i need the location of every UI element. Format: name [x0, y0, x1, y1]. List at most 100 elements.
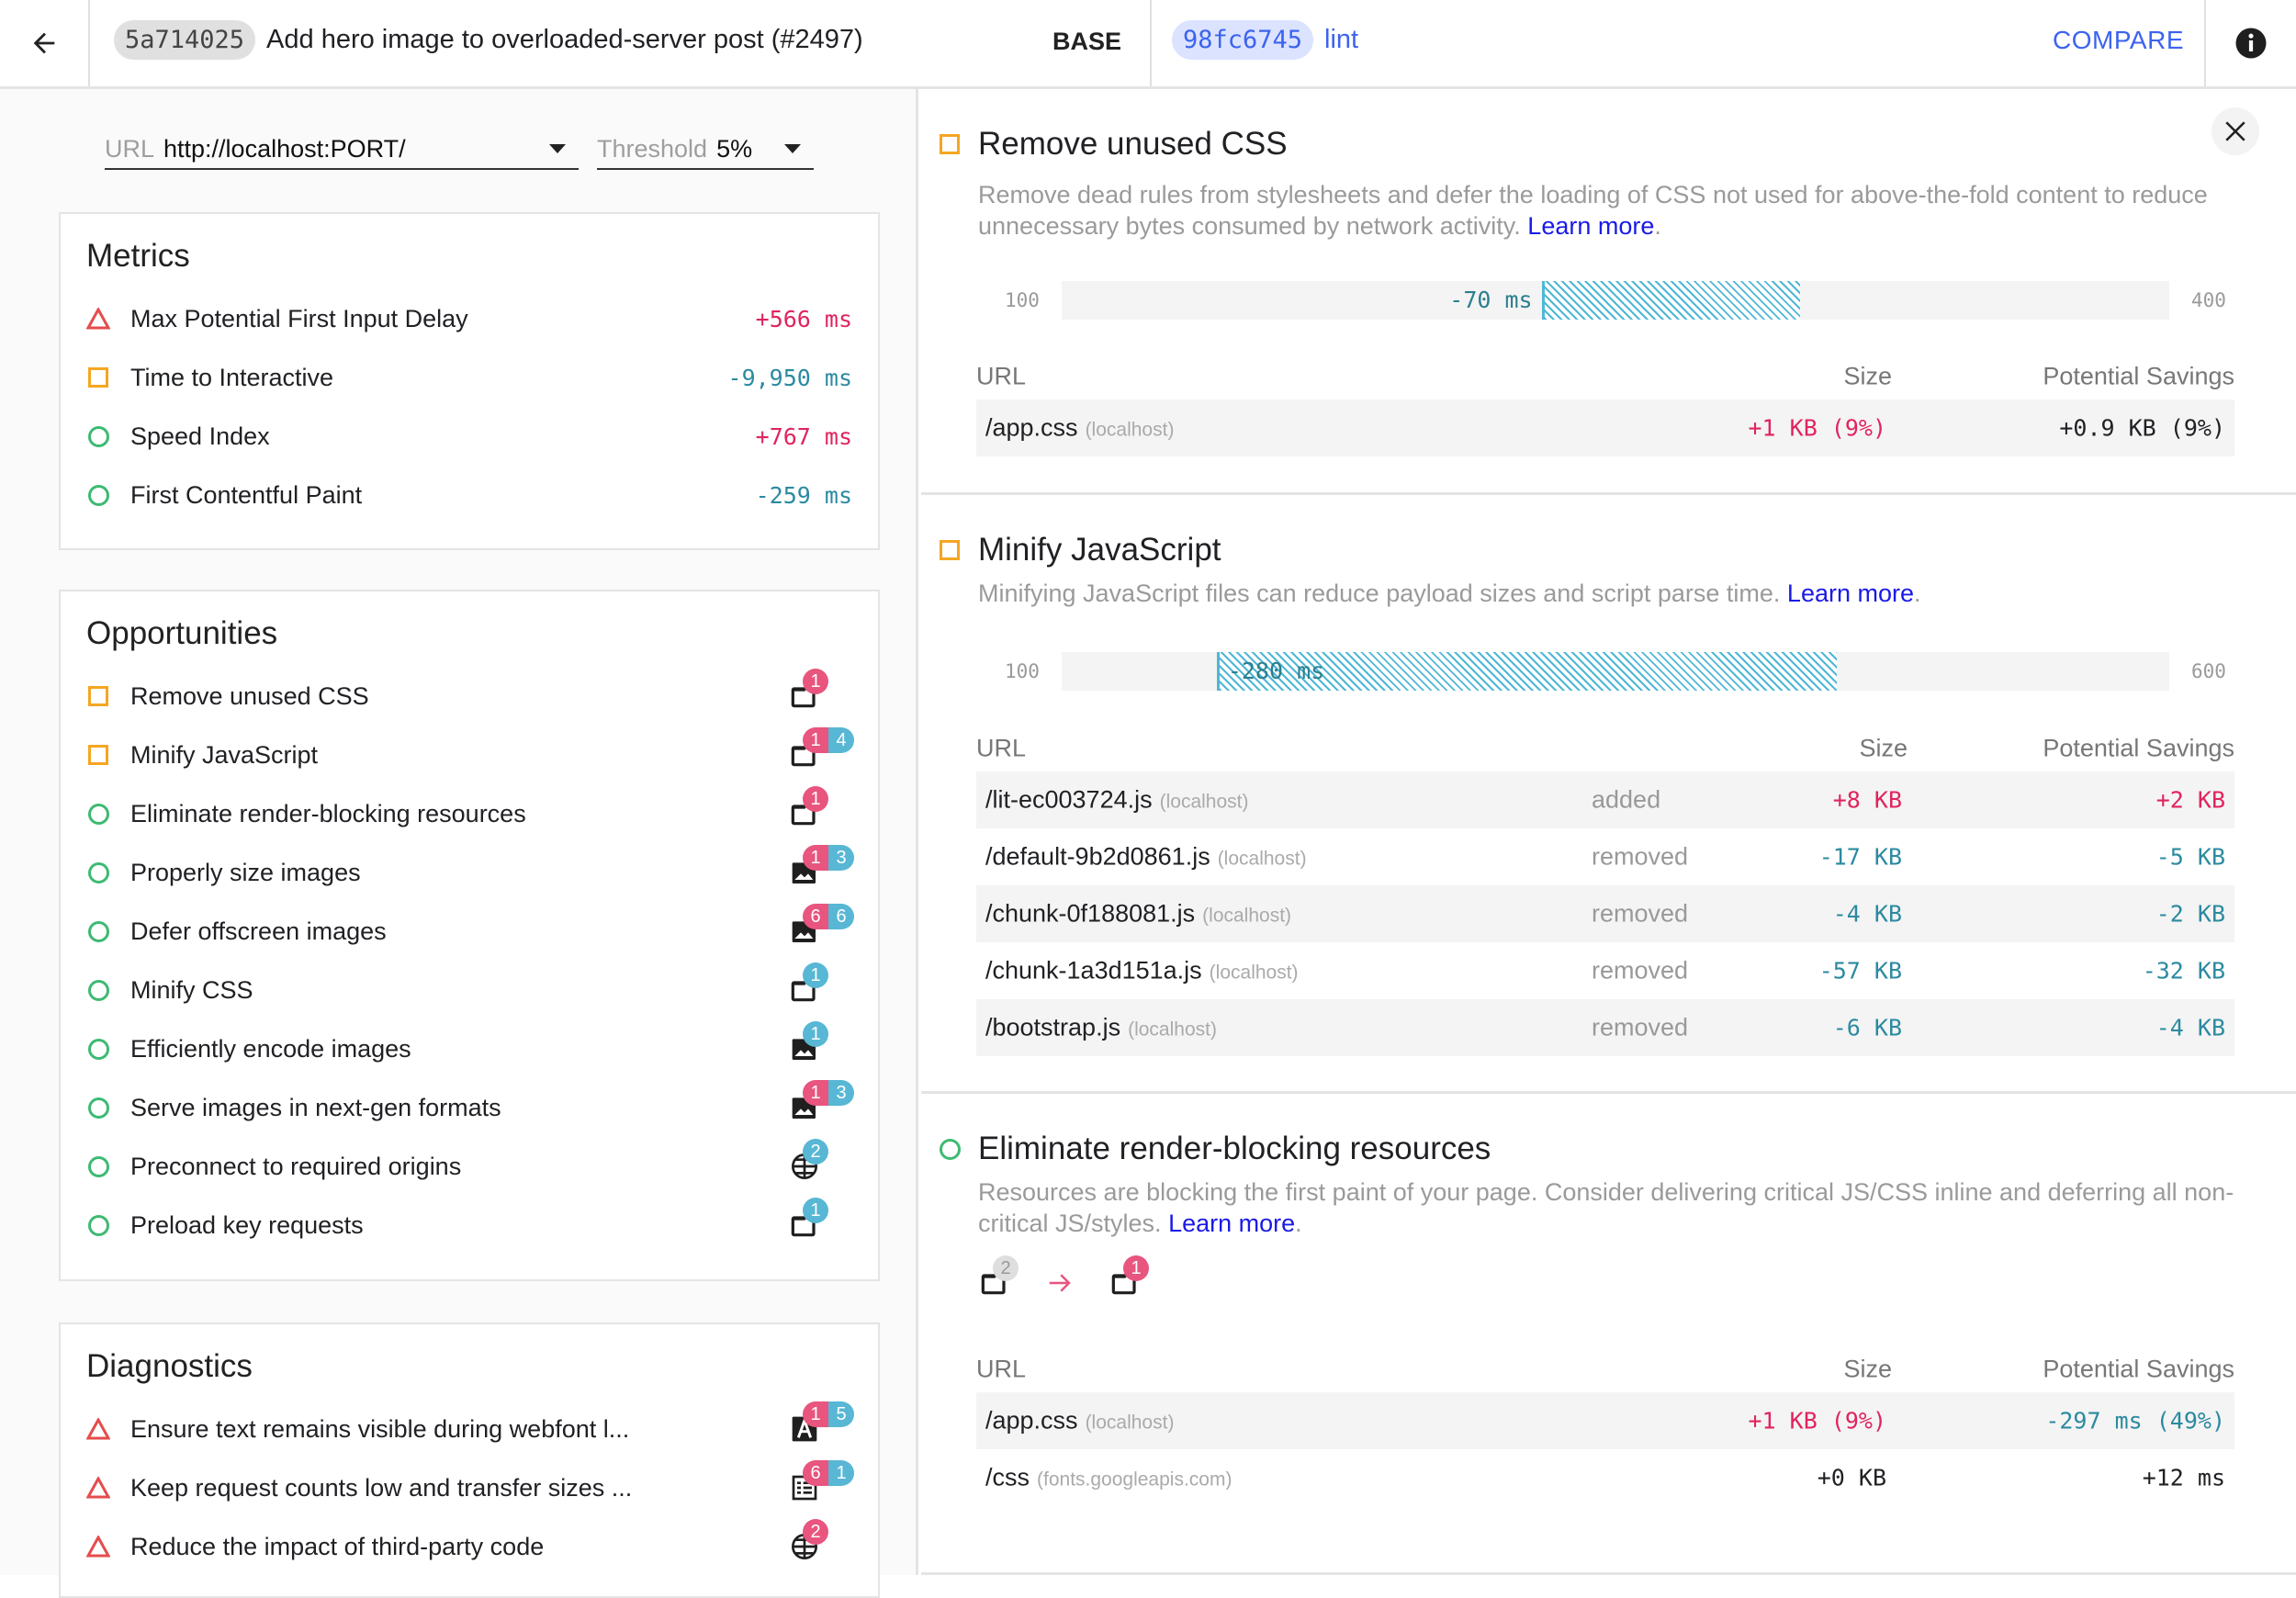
url-select[interactable]: URL http://localhost:PORT/	[105, 129, 579, 170]
audit-row[interactable]: Minify CSS 1	[86, 962, 852, 1008]
base-count: 2	[993, 1255, 1019, 1281]
resource-url: /chunk-0f188081.js	[985, 899, 1196, 928]
table-row[interactable]: /chunk-1a3d151a.js (localhost) removed -57 …	[976, 942, 2234, 999]
resource-host: (localhost)	[1085, 1412, 1175, 1434]
count-badge: 1	[803, 786, 828, 812]
document-icon	[790, 746, 819, 775]
audit-row[interactable]: Ensure text remains visible during webfo…	[86, 1401, 854, 1447]
info-button[interactable]	[2204, 0, 2296, 86]
detail-title: Minify JavaScript	[978, 532, 1221, 568]
table-row[interactable]: /app.css (localhost) +1 KB (9%) -297 ms (49…	[976, 1392, 2234, 1449]
resource-savings: +0.9 KB (9%)	[2059, 414, 2225, 442]
metric-delta: -9,950 ms	[727, 364, 852, 391]
base-hash-chip: 5a714025	[114, 20, 256, 60]
audit-row[interactable]: Properly size images 1 3	[86, 845, 854, 891]
divider	[1150, 0, 1152, 86]
table-row[interactable]: /app.css (localhost) +1 KB (9%) +0.9 KB (9%…	[976, 400, 2234, 456]
col-url: URL	[976, 734, 1027, 762]
description-text: Minifying JavaScript files can reduce pa…	[978, 580, 1781, 607]
dropdown-caret-icon	[549, 144, 566, 153]
compare-button[interactable]: COMPARE	[2053, 26, 2184, 54]
table-row[interactable]: /bootstrap.js (localhost) removed -6 KB -4 K…	[976, 999, 2234, 1056]
count-badge: 1	[803, 1021, 828, 1047]
document-icon	[790, 1216, 819, 1245]
col-savings: Potential Savings	[2043, 1355, 2234, 1383]
close-icon	[2225, 121, 2245, 141]
detail-description: Resources are blocking the first paint o…	[978, 1178, 2234, 1237]
top-bar: 5a714025 Add hero image to overloaded-se…	[0, 0, 2296, 89]
metric-name: Time to Interactive	[130, 363, 334, 391]
audit-row[interactable]: Defer offscreen images 6 6	[86, 904, 854, 950]
audit-detail: Minify JavaScript Minifying JavaScript fi…	[921, 495, 2296, 1094]
table-row[interactable]: /lit-ec003724.js (localhost) added +8 KB +2 …	[976, 771, 2234, 828]
metric-row[interactable]: Max Potential First Input Delay +566 ms	[86, 300, 852, 337]
pass-circle-icon	[87, 1038, 109, 1060]
close-button[interactable]	[2212, 107, 2259, 155]
table-row[interactable]: /chunk-0f188081.js (localhost) removed -4 K…	[976, 885, 2234, 942]
table-row[interactable]: /css (fonts.googleapis.com) +0 KB +12 ms	[976, 1449, 2234, 1506]
threshold-label: Threshold	[597, 134, 708, 163]
table-header: URL Size Potential Savings	[976, 1346, 2234, 1392]
metric-row[interactable]: Speed Index +767 ms	[86, 418, 852, 455]
resource-size: +1 KB (9%)	[1748, 1407, 1886, 1435]
audit-detail: Eliminate render-blocking resources Resou…	[921, 1094, 2296, 1575]
audit-name: Preconnect to required origins	[130, 1152, 462, 1180]
detail-description: Remove dead rules from stylesheets and d…	[978, 181, 2208, 240]
average-square-icon	[940, 134, 960, 154]
url-label: URL	[105, 134, 155, 163]
base-commit[interactable]: 5a714025 Add hero image to overloaded-se…	[114, 20, 863, 60]
removed-count: 2	[803, 1139, 828, 1165]
resource-savings: -2 KB	[2155, 900, 2225, 928]
resource-size: +0 KB	[1817, 1464, 1886, 1491]
resource-size: +1 KB (9%)	[1748, 414, 1886, 442]
audit-row[interactable]: Preconnect to required origins 2	[86, 1139, 852, 1185]
details-panel: Remove unused CSS Remove dead rules from …	[921, 89, 2296, 1575]
metric-delta: -259 ms	[755, 481, 852, 509]
learn-more-link[interactable]: Learn more	[1786, 580, 1914, 607]
threshold-select[interactable]: Threshold 5%	[597, 129, 814, 170]
resource-status: removed	[1592, 956, 1689, 985]
audit-row[interactable]: Efficiently encode images 1	[86, 1021, 852, 1067]
document-icon	[790, 805, 819, 834]
resource-size: -57 KB	[1818, 957, 1902, 985]
resource-host: (fonts.googleapis.com)	[1037, 1469, 1232, 1491]
col-savings: Potential Savings	[2043, 734, 2234, 762]
detail-table: URL Size Potential Savings/lit-ec003724.js…	[976, 726, 2234, 1056]
audit-name: Preload key requests	[130, 1210, 364, 1239]
audit-row[interactable]: Minify JavaScript 1 4	[86, 727, 854, 775]
count-badge: 1	[803, 1198, 828, 1223]
metric-name: Speed Index	[130, 422, 270, 450]
metric-row[interactable]: First Contentful Paint -259 ms	[86, 477, 852, 513]
removed-count: 3	[828, 845, 854, 871]
compare-commit[interactable]: 98fc6745 lint	[1172, 20, 1358, 60]
table-row[interactable]: /default-9b2d0861.js (localhost) removed -1…	[976, 828, 2234, 885]
resource-savings: -4 KB	[2155, 1014, 2225, 1041]
pass-circle-icon	[87, 1155, 109, 1177]
compare-branch-name: lint	[1324, 25, 1359, 54]
resource-savings: +12 ms	[2142, 1464, 2225, 1491]
resource-size: -17 KB	[1818, 843, 1902, 871]
table-header: URL Size Potential Savings	[976, 726, 2234, 771]
info-icon	[2235, 28, 2267, 59]
audit-row[interactable]: Eliminate render-blocking resources 1	[86, 786, 852, 834]
resource-url: /lit-ec003724.js	[985, 785, 1153, 814]
learn-more-link[interactable]: Learn more	[1168, 1210, 1296, 1237]
delta-bar-label: -280 ms	[1227, 658, 1325, 684]
resource-url: /app.css	[985, 1406, 1078, 1435]
audit-name: Keep request counts low and transfer siz…	[130, 1473, 633, 1502]
audit-row[interactable]: Keep request counts low and transfer siz…	[86, 1460, 854, 1506]
col-size: Size	[1859, 734, 1908, 762]
audit-row[interactable]: Serve images in next-gen formats 1 3	[86, 1080, 854, 1126]
audit-row[interactable]: Preload key requests 1	[86, 1198, 852, 1245]
back-button[interactable]	[0, 0, 90, 86]
learn-more-link[interactable]: Learn more	[1527, 212, 1655, 240]
pass-circle-icon	[87, 425, 109, 447]
audit-row[interactable]: Reduce the impact of third-party code 2	[86, 1519, 852, 1565]
audit-name: Ensure text remains visible during webfo…	[130, 1414, 630, 1443]
metric-row[interactable]: Time to Interactive -9,950 ms	[86, 359, 852, 396]
col-savings: Potential Savings	[2043, 362, 2234, 390]
metrics-title: Metrics	[86, 238, 190, 274]
audit-row[interactable]: Remove unused CSS 1	[86, 669, 852, 715]
